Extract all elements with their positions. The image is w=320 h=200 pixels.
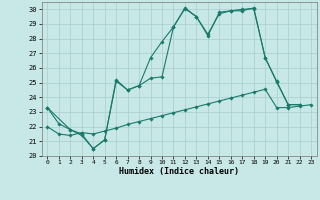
X-axis label: Humidex (Indice chaleur): Humidex (Indice chaleur) bbox=[119, 167, 239, 176]
